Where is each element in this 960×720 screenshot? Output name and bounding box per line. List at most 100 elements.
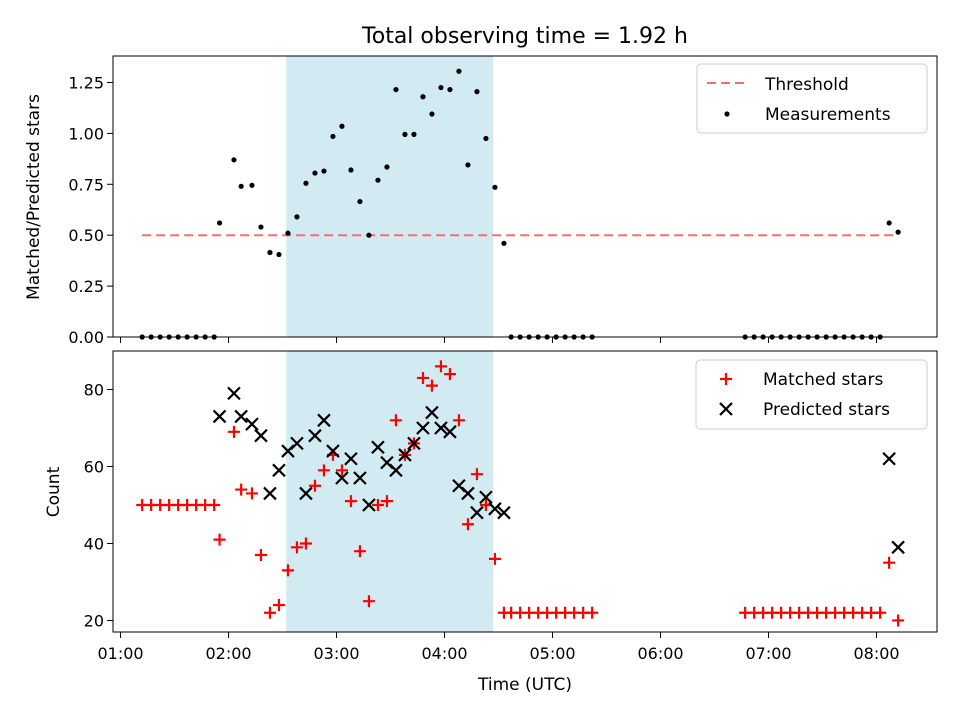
legend-predicted-swatch <box>719 402 733 416</box>
predicted-stars-point <box>461 486 475 501</box>
matched-stars-point <box>434 360 447 373</box>
legend-predicted-label: Predicted stars <box>763 400 890 420</box>
predicted-stars-point <box>254 428 268 443</box>
measurements-point <box>420 94 426 100</box>
matched-stars-point <box>470 468 483 481</box>
predicted-stars-point <box>212 409 227 424</box>
matched-stars-point <box>883 556 896 569</box>
predicted-stars-point <box>227 386 241 401</box>
predicted-stars-point <box>317 413 331 428</box>
measurements-point <box>238 183 244 189</box>
matched-stars-point <box>452 414 465 427</box>
matched-stars-point <box>281 564 294 577</box>
measurements-point <box>501 240 507 246</box>
predicted-stars-point <box>344 452 358 466</box>
matched-stars-point <box>416 371 429 384</box>
bottom-panel: 20 40 60 80 01:00 02:00 03:00 04:00 05:00 06:00 0… <box>44 350 938 695</box>
predicted-stars-point <box>353 471 367 485</box>
measurements-point <box>294 214 300 220</box>
matched-stars-point <box>299 537 312 550</box>
xtick-label: 02:00 <box>205 644 251 663</box>
measurements-point <box>384 164 390 170</box>
measurements-point <box>492 184 498 190</box>
legend-threshold-label: Threshold <box>764 75 849 95</box>
predicted-stars-point <box>308 428 322 443</box>
xtick-label: 07:00 <box>745 644 791 663</box>
matched-stars-point <box>335 464 348 477</box>
measurements-point <box>348 167 354 173</box>
measurements-point <box>303 180 309 186</box>
bottom-axes-frame <box>112 350 938 633</box>
matched-stars-point <box>208 498 221 511</box>
matched-stars-point <box>245 487 258 500</box>
matched-stars-point <box>488 552 501 565</box>
xtick-label: 05:00 <box>529 644 575 663</box>
matched-stars-point <box>461 518 474 531</box>
matched-stars-point <box>308 479 321 492</box>
predicted-stars-point <box>389 463 403 478</box>
matched-stars-point <box>213 533 226 546</box>
top-shaded-interval <box>286 56 494 337</box>
top-ytick-label: 0.50 <box>68 226 104 245</box>
xtick-label: 08:00 <box>853 644 899 663</box>
predicted-stars-point <box>434 421 448 435</box>
top-ytick-label: 0.00 <box>68 328 104 347</box>
predicted-stars-point <box>234 409 248 424</box>
bottom-legend: Matched stars Predicted stars <box>695 359 928 430</box>
predicted-stars-point <box>425 405 439 420</box>
figure-title: Total observing time = 1.92 h <box>361 24 688 49</box>
predicted-stars-point <box>479 490 493 505</box>
predicted-stars-point <box>488 502 502 516</box>
predicted-stars-point <box>299 486 313 501</box>
matched-stars-point <box>892 614 905 627</box>
top-ytick-label: 0.75 <box>68 175 104 194</box>
measurements-point <box>357 198 363 205</box>
matched-stars-point <box>254 549 267 562</box>
legend-matched-label: Matched stars <box>763 370 883 390</box>
predicted-stars-point <box>497 505 511 520</box>
measurements-point <box>456 68 462 74</box>
bottom-shaded-interval <box>286 351 494 632</box>
predicted-stars-point <box>362 498 376 512</box>
measurements-point <box>330 133 336 140</box>
measurements-point <box>216 220 223 226</box>
xtick-label: 01:00 <box>98 644 144 663</box>
measurements-point <box>447 86 453 93</box>
legend-measurements-swatch <box>724 111 730 117</box>
xtick-label: 03:00 <box>313 644 359 663</box>
top-ytick-label: 1.00 <box>68 124 104 143</box>
matched-stars-point <box>425 379 438 392</box>
measurements-point <box>411 131 417 137</box>
measurements-point <box>375 177 381 183</box>
measurements-point <box>438 84 444 91</box>
top-axes-frame <box>112 55 938 338</box>
predicted-stars-point <box>891 540 905 555</box>
measurements-point <box>886 220 892 226</box>
measurements-point <box>474 89 480 95</box>
measurements-point <box>312 170 318 176</box>
matched-stars-point <box>586 606 599 619</box>
measurements-point <box>895 229 901 235</box>
predicted-stars-point <box>263 486 277 501</box>
top-legend: Threshold Measurements <box>696 63 928 134</box>
predicted-stars-point <box>326 444 340 458</box>
predicted-stars-point <box>245 417 259 431</box>
bottom-legend-box <box>695 359 928 430</box>
top-y-axis-label: Matched/Predicted stars <box>24 94 44 300</box>
measurements-point <box>402 131 408 137</box>
top-legend-box <box>696 63 928 134</box>
top-ytick-label: 0.25 <box>68 277 104 296</box>
measurements-point <box>285 230 291 236</box>
measurements-point <box>339 123 345 129</box>
bottom-ytick-label: 80 <box>84 380 104 399</box>
matched-stars-point <box>272 599 285 612</box>
measurements-point <box>483 135 489 142</box>
bottom-ytick-label: 20 <box>84 611 104 630</box>
matched-stars-point <box>443 368 456 381</box>
predicted-stars-point <box>371 440 385 455</box>
measurements-point <box>231 157 237 163</box>
x-axis-label: Time (UTC) <box>477 675 572 695</box>
bottom-ytick-label: 40 <box>84 534 104 553</box>
measurements-point <box>321 168 327 174</box>
